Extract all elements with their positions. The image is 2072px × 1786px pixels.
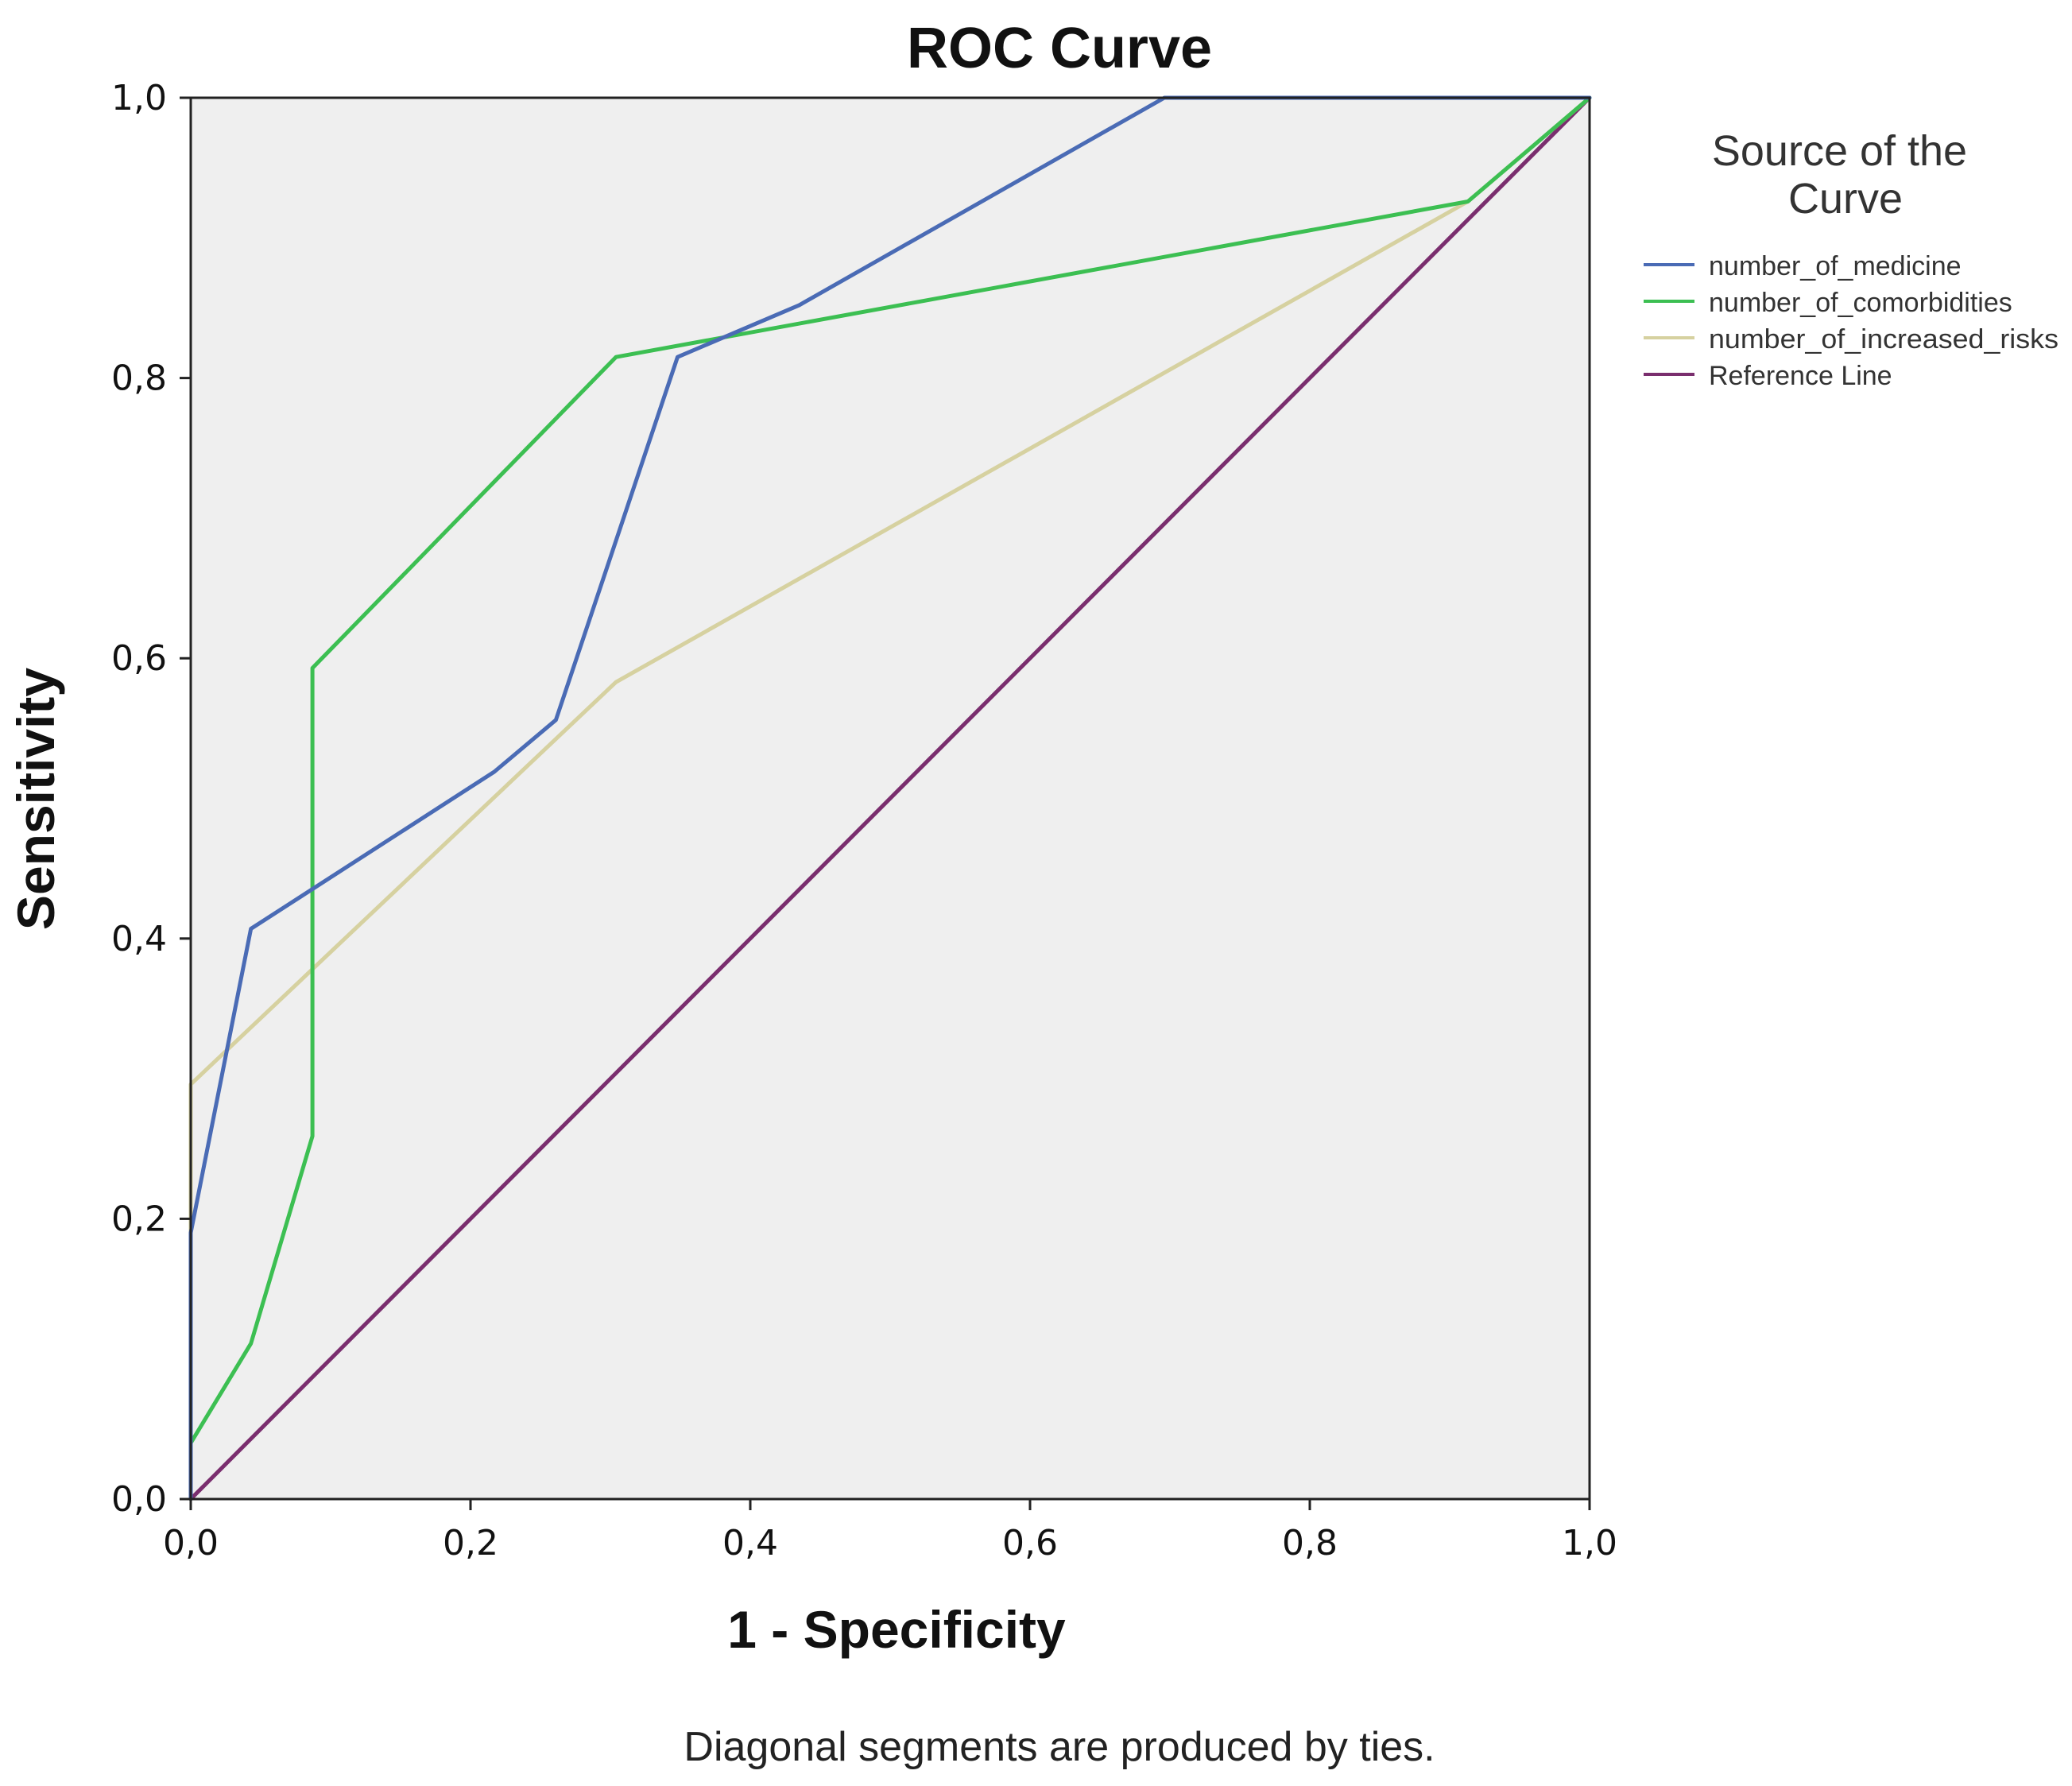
legend-items: number_of_medicine number_of_comorbiditie…	[1644, 251, 2058, 391]
y-tick-label: 0,0	[111, 1479, 167, 1520]
series-line-reference-line	[188, 95, 1592, 1501]
legend-label-number-of-comorbidities: number_of_comorbidities	[1709, 288, 2012, 318]
legend-title-line-2: Curve	[1788, 175, 1903, 223]
x-tick-label: 0,6	[1002, 1523, 1058, 1563]
legend-title-line-1: Source of the	[1712, 127, 1967, 175]
chart-title: ROC Curve	[907, 17, 1212, 80]
legend-label-reference-line: Reference Line	[1709, 361, 1892, 391]
x-tick-label: 0,0	[163, 1523, 219, 1563]
x-tick-label: 1,0	[1562, 1523, 1617, 1563]
x-axis-ticks: 0,0 0,2 0,4 0,6 0,8 1,0	[163, 1499, 1617, 1563]
y-tick-label: 0,6	[111, 638, 167, 679]
y-tick-label: 1,0	[111, 78, 167, 118]
series-line-number-of-medicine	[188, 95, 1592, 1501]
y-axis-ticks: 0,0 0,2 0,4 0,6 0,8 1,0	[111, 78, 191, 1520]
legend-label-number-of-increased-risks: number_of_increased_risks	[1709, 324, 2058, 354]
y-tick-label: 0,8	[111, 358, 167, 399]
series-layer	[188, 95, 1592, 1501]
legend-title: Source of the Curve	[1712, 127, 1979, 223]
legend-label-number-of-medicine: number_of_medicine	[1709, 251, 1962, 281]
x-tick-label: 0,8	[1282, 1523, 1338, 1563]
y-axis-title: Sensitivity	[6, 668, 65, 930]
x-axis-title: 1 - Specificity	[727, 1600, 1066, 1659]
plot-frame	[189, 96, 1591, 1501]
y-tick-label: 0,2	[111, 1199, 167, 1239]
x-tick-label: 0,2	[443, 1523, 498, 1563]
x-tick-label: 0,4	[722, 1523, 778, 1563]
y-tick-label: 0,4	[111, 919, 167, 959]
footnote: Diagonal segments are produced by ties.	[684, 1724, 1435, 1770]
series-line-number-of-comorbidities	[188, 95, 1592, 1501]
legend: Source of the Curve number_of_medicinenu…	[1644, 127, 2058, 391]
